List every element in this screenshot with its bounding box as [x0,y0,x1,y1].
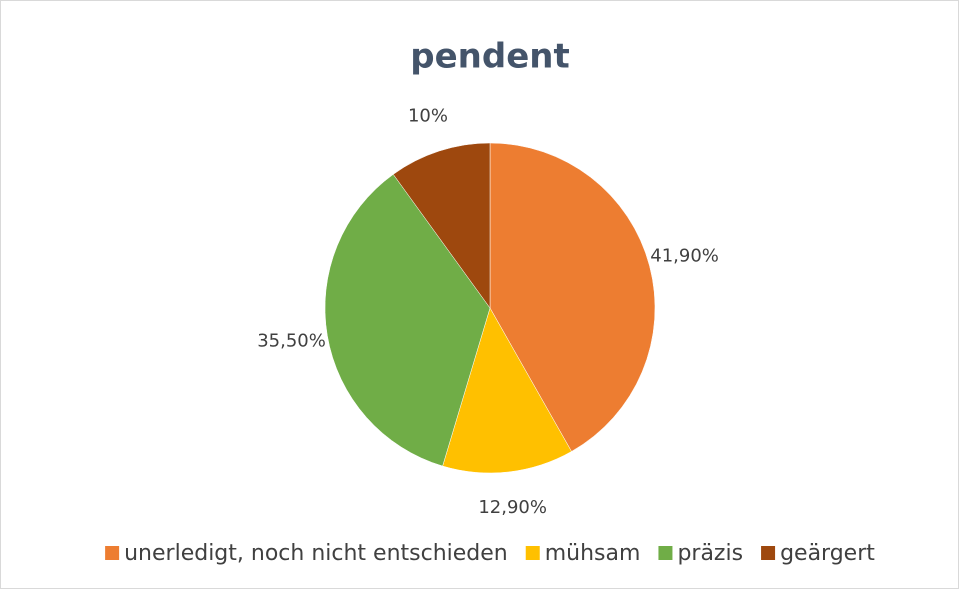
legend-swatch [658,546,673,560]
legend-label: mühsam [545,541,641,566]
pie-slice [324,173,491,467]
chart-title: pendent [410,37,569,77]
legend-label: präzis [677,541,743,566]
pie-slice [442,307,572,474]
data-label: 41,90% [650,246,719,267]
legend-swatch [525,546,540,560]
legend-swatch [761,546,776,560]
data-label: 35,50% [257,331,326,352]
legend-label: geärgert [780,541,875,566]
pie-slice [489,142,656,452]
pie-slice [392,142,491,309]
data-label: 12,90% [478,497,547,518]
data-label: 10% [408,105,448,126]
legend-label: unerledigt, noch nicht entschieden [124,541,508,566]
legend-swatch [105,546,120,560]
